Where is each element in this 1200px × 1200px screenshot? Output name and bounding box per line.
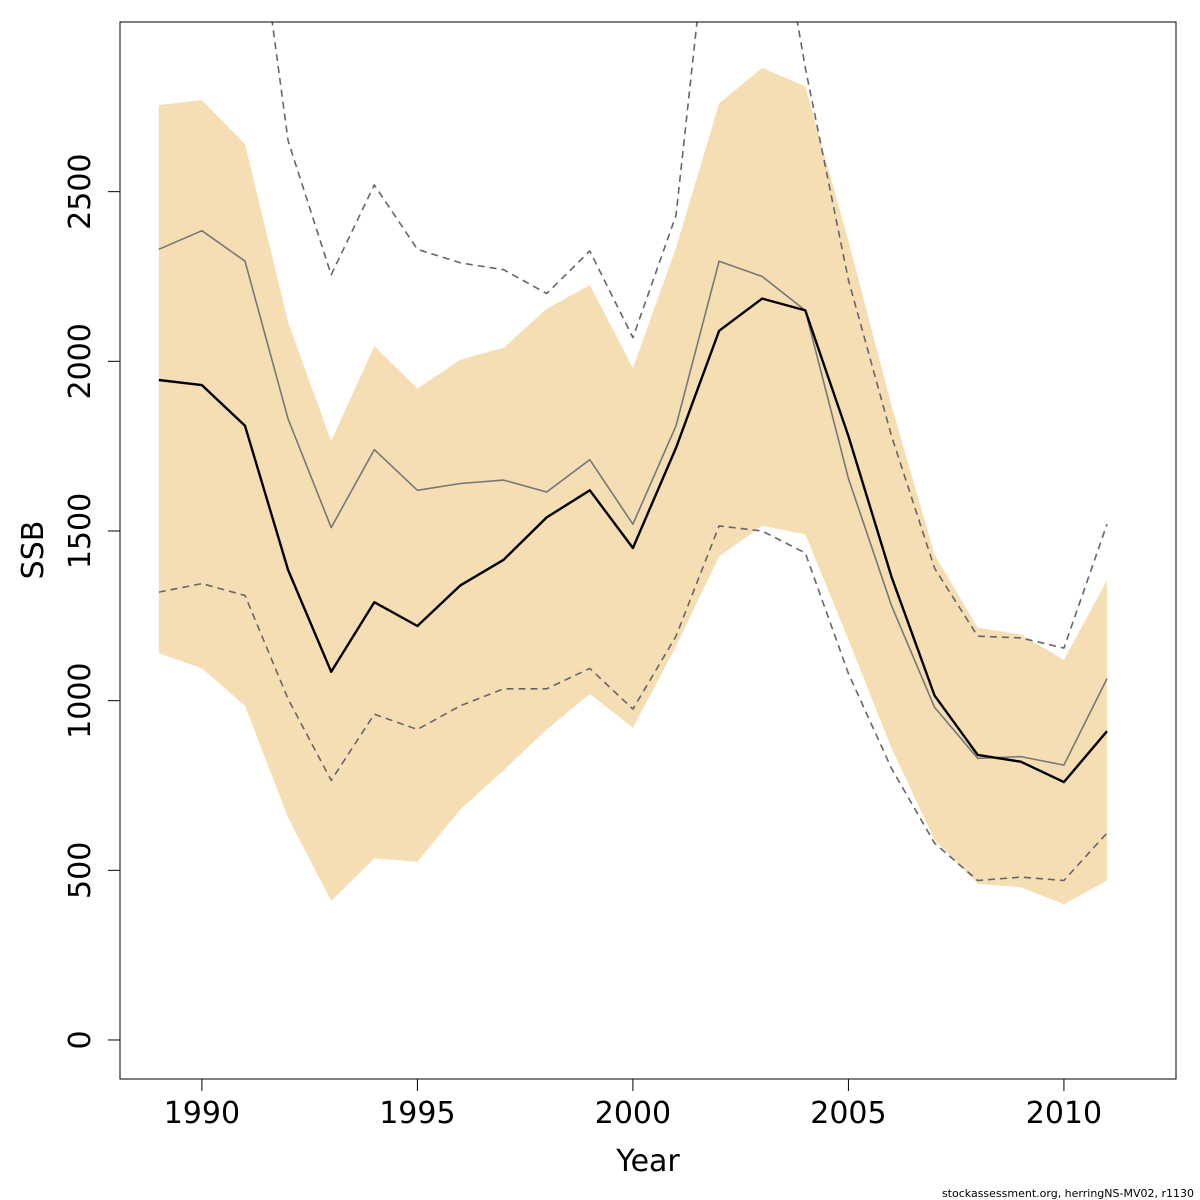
- y-tick-label: 0: [63, 1030, 98, 1049]
- series-layer: [158, 22, 1108, 882]
- series-line-1: [271, 22, 1108, 649]
- y-tick-label: 1000: [63, 662, 98, 738]
- y-tick-label: 2000: [63, 323, 98, 399]
- x-tick-label: 2005: [810, 1096, 886, 1131]
- confidence-band: [158, 67, 1108, 905]
- series-line-2: [158, 525, 1108, 882]
- x-axis-title: Year: [615, 1144, 680, 1179]
- x-tick-label: 2010: [1026, 1096, 1102, 1131]
- series-line-3: [158, 229, 1108, 766]
- series-line-4: [158, 297, 1108, 784]
- axes: 1990 1995 2000 2005 2010 0 500 1000 1500 2000 2500: [63, 153, 1102, 1131]
- y-tick-label: 500: [63, 842, 98, 899]
- confidence-band-layer: [158, 67, 1108, 905]
- y-axis-title: SSB: [16, 521, 51, 580]
- y-tick-label: 2500: [63, 153, 98, 229]
- x-tick-label: 1995: [379, 1096, 455, 1131]
- x-tick-label: 1990: [164, 1096, 240, 1131]
- x-tick-label: 2000: [595, 1096, 671, 1131]
- footer-credit: stockassessment.org, herringNS-MV02, r11…: [942, 1187, 1194, 1200]
- y-tick-label: 1500: [63, 493, 98, 569]
